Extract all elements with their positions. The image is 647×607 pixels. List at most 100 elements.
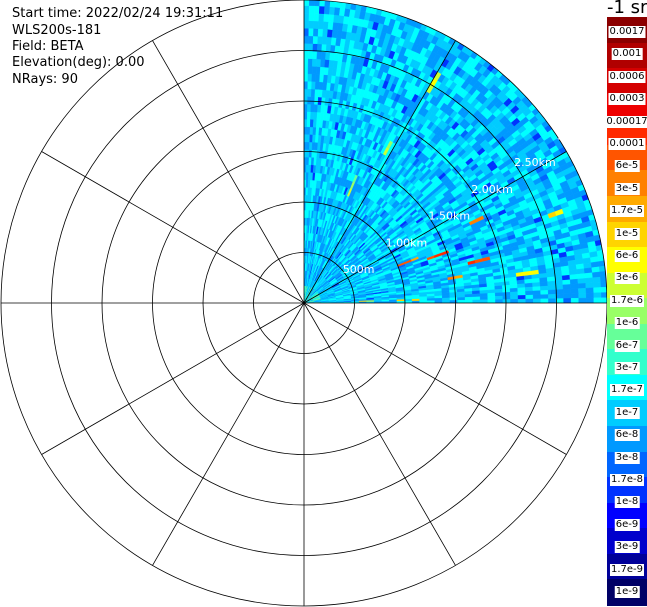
beta-range-gate [307, 88, 312, 97]
beta-range-gate [577, 278, 586, 285]
beta-range-gate [306, 141, 310, 150]
colorbar-tick-label: 3e-8 [614, 451, 640, 464]
beta-range-gate [570, 293, 579, 299]
beta-range-gate [442, 297, 451, 301]
beta-range-gate [494, 292, 504, 297]
beta-range-gate [540, 285, 549, 291]
beta-range-gate [510, 299, 519, 303]
beta-range-gate [322, 28, 329, 38]
beta-range-gate [317, 28, 324, 37]
beta-range-gate [306, 111, 311, 120]
colorbar-tick-label: 6e-6 [614, 250, 640, 262]
beta-range-gate [313, 28, 319, 37]
beta-range-gate [578, 292, 587, 299]
beta-range-gate [570, 283, 579, 290]
range-ring-label: 3.0 [557, 129, 575, 142]
beta-range-gate [313, 5, 320, 14]
elevation-text: Elevation(deg): 0.00 [12, 55, 145, 70]
beta-range-gate [472, 293, 481, 298]
beta-range-gate [570, 288, 579, 294]
beta-range-gate [304, 5, 310, 14]
beta-range-gate [313, 13, 320, 22]
colorbar-tick-label: 6e-9 [614, 518, 640, 531]
beta-range-gate [586, 297, 595, 303]
beta-range-gate [540, 289, 549, 295]
beta-range-gate [479, 293, 488, 298]
beta-range-gate [555, 293, 564, 299]
colorbar-tick-label: 1e-8 [614, 496, 640, 509]
beta-range-gate [304, 43, 309, 52]
beta-range-gate [308, 0, 315, 6]
beta-range-gate [313, 20, 320, 29]
beta-range-gate [487, 289, 496, 294]
beta-range-gate [524, 282, 533, 288]
azimuth-spoke [41, 302, 305, 455]
range-ring-label: 2.00km [471, 183, 513, 196]
beta-range-gate [426, 298, 436, 302]
beta-range-gate [540, 294, 549, 300]
beta-range-gate [598, 260, 607, 268]
beta-range-gate [480, 299, 488, 303]
range-ring-label: 1.50km [428, 210, 470, 223]
range-ring-label: 1.00km [386, 236, 428, 249]
beta-range-gate [592, 276, 601, 284]
beta-range-gate [434, 297, 443, 301]
beta-range-gate [411, 298, 420, 302]
beta-range-gate [322, 21, 329, 30]
beta-range-gate [307, 103, 312, 112]
beta-range-gate [495, 299, 504, 303]
colorbar: 0.0017 0.001 0.0006 0.0003 0.00017 0.0001 6e-5… [605, 17, 647, 606]
beta-range-gate [539, 281, 549, 287]
beta-range-gate [464, 299, 473, 303]
colorbar-tick-label: 0.00017 [605, 115, 647, 128]
colorbar-tick-label: 6e-7 [614, 339, 640, 352]
beta-range-gate [304, 126, 308, 135]
colorbar-tick-label: 1e-7 [614, 406, 640, 419]
beta-range-gate [308, 50, 314, 59]
beta-range-gate [532, 282, 541, 288]
beta-range-gate [563, 293, 572, 299]
beta-range-gate [472, 296, 481, 301]
colorbar-tick-label: 3e-6 [614, 272, 640, 285]
beta-range-gate [312, 50, 318, 60]
beta-range-gate [472, 299, 481, 303]
beta-range-gate [304, 35, 309, 44]
beta-range-gate [304, 134, 308, 143]
beta-range-gate [304, 149, 307, 158]
beta-range-gate [404, 298, 413, 302]
beta-range-gate [312, 43, 318, 52]
beta-range-gate [509, 284, 518, 289]
colorbar-tick-label: 1e-5 [614, 227, 640, 240]
beta-range-gate [479, 289, 488, 295]
beta-range-gate [502, 295, 511, 300]
beta-range-gate [307, 58, 313, 67]
beta-range-gate [318, 20, 324, 30]
beta-range-gate [531, 277, 541, 284]
beta-range-gate [457, 297, 466, 301]
beta-range-gate [304, 65, 309, 75]
beta-range-gate [304, 111, 308, 120]
beta-range-gate [310, 88, 316, 97]
beta-range-gate [308, 5, 315, 14]
beta-range-gate [317, 35, 323, 45]
azimuth-spoke [303, 302, 456, 566]
beta-range-gate [310, 111, 315, 120]
instrument-name-text: WLS200s-181 [12, 23, 102, 38]
colorbar-tick-label: 0.0001 [608, 138, 646, 150]
beta-range-gate [562, 284, 572, 290]
colorbar-tick-label: 3e-5 [614, 182, 640, 195]
beta-range-gate [592, 282, 602, 289]
beta-range-gate [318, 13, 325, 22]
colorbar-tick-label: 1.7e-5 [609, 205, 645, 218]
beta-range-gate [585, 282, 594, 289]
beta-range-gate [306, 134, 311, 143]
beta-range-gate [555, 284, 564, 291]
beta-range-gate [593, 297, 602, 303]
beta-range-gate [555, 298, 564, 303]
beta-range-gate [532, 298, 541, 303]
beta-range-gate [495, 295, 504, 300]
beta-range-gate [525, 294, 534, 300]
beta-range-gate [532, 286, 541, 292]
beta-range-gate [464, 293, 473, 298]
